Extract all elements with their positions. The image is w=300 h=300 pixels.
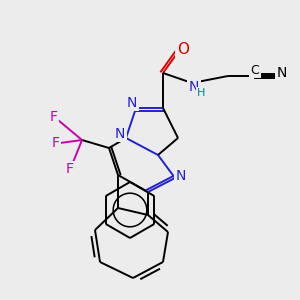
- Text: C: C: [250, 64, 260, 76]
- Text: O: O: [177, 41, 189, 56]
- Text: H: H: [197, 88, 205, 98]
- Text: F: F: [66, 162, 74, 176]
- Text: N: N: [176, 169, 186, 183]
- Text: N: N: [115, 127, 125, 141]
- Text: F: F: [50, 110, 58, 124]
- Text: F: F: [52, 136, 60, 150]
- Text: N: N: [189, 80, 199, 94]
- Text: N: N: [127, 96, 137, 110]
- Text: N: N: [277, 66, 287, 80]
